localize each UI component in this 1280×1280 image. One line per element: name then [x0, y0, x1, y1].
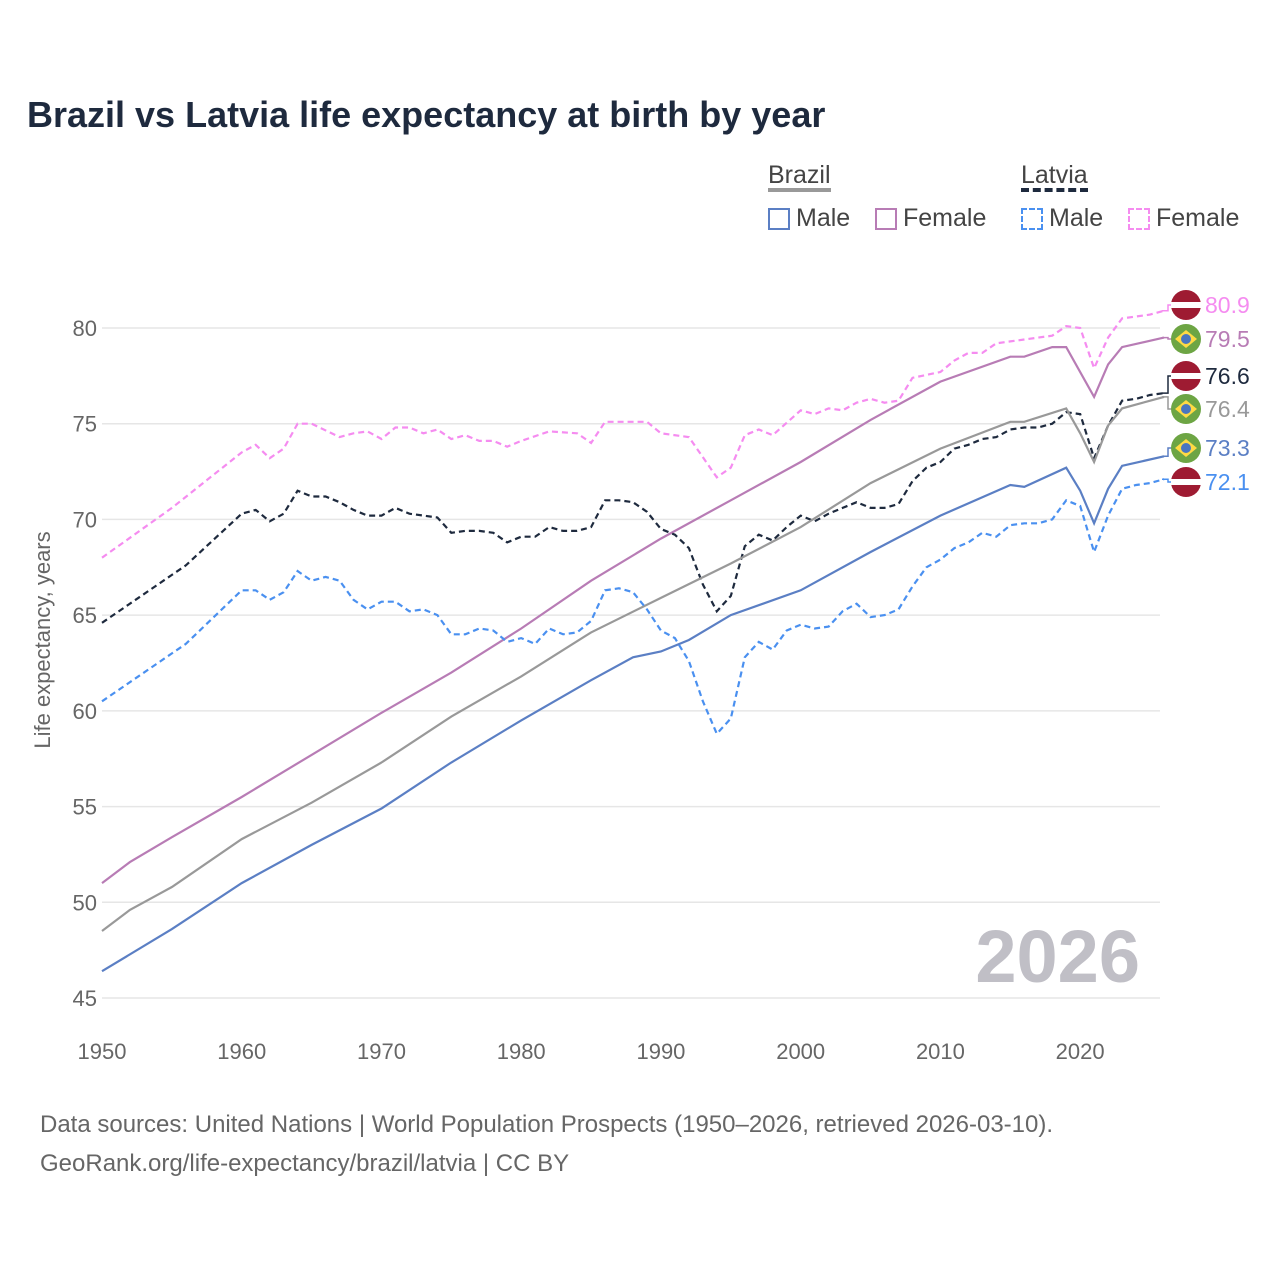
end-value-label: 73.3	[1205, 435, 1250, 461]
brazil-flag-icon	[1171, 394, 1201, 424]
y-tick-label: 65	[73, 603, 97, 628]
end-value-label: 80.9	[1205, 292, 1250, 318]
x-tick-label: 1990	[636, 1039, 685, 1064]
end-value-label: 76.4	[1205, 396, 1250, 422]
legend-swatch	[875, 207, 897, 230]
series-line-latvia-female	[101, 309, 1165, 559]
year-watermark: 2026	[975, 915, 1140, 998]
legend-group-brazil: Brazil	[768, 162, 831, 192]
legend-brazil-female[interactable]: Female	[875, 204, 986, 233]
legend-label: Female	[903, 204, 987, 232]
label-connector	[1162, 396, 1172, 410]
chart-title: Brazil vs Latvia life expectancy at birt…	[27, 94, 826, 135]
legend-latvia-female[interactable]: Female	[1128, 204, 1239, 233]
x-tick-label: 1970	[357, 1039, 406, 1064]
x-tick-label: 2020	[1056, 1039, 1105, 1064]
label-connector	[1162, 447, 1172, 458]
legend-swatch	[1128, 207, 1150, 230]
legend-label: Female	[1156, 204, 1240, 232]
series-line-latvia	[101, 392, 1165, 624]
series-line-brazil-male	[101, 455, 1165, 973]
legend-label: Male	[1049, 204, 1104, 232]
latvia-flag-icon	[1171, 467, 1201, 497]
end-value-label: 79.5	[1205, 326, 1250, 352]
legend-brazil-male[interactable]: Male	[768, 204, 850, 233]
series-line-brazil-female	[101, 336, 1165, 884]
end-value-label: 72.1	[1205, 469, 1250, 495]
footer-link[interactable]: GeoRank.org/life-expectancy/brazil/latvi…	[40, 1150, 570, 1177]
legend-swatch	[1021, 207, 1043, 230]
x-tick-label: 2010	[916, 1039, 965, 1064]
brazil-flag-icon	[1171, 433, 1201, 463]
y-axis-label: Life expectancy, years	[30, 531, 55, 748]
latvia-flag-icon	[1171, 290, 1201, 320]
legend-label: Male	[796, 204, 851, 232]
brazil-flag-icon	[1171, 324, 1201, 354]
legend-latvia-male[interactable]: Male	[1021, 204, 1103, 233]
label-connector	[1162, 336, 1172, 340]
label-connector	[1162, 478, 1172, 483]
y-tick-label: 70	[73, 507, 97, 532]
y-tick-label: 75	[73, 412, 97, 437]
y-tick-label: 50	[73, 890, 97, 915]
series-line-brazil	[101, 395, 1165, 932]
x-tick-label: 1950	[78, 1039, 127, 1064]
label-connector	[1162, 375, 1172, 394]
y-tick-label: 60	[73, 699, 97, 724]
legend-group-latvia: Latvia	[1021, 162, 1088, 192]
label-connector	[1162, 304, 1172, 312]
end-value-label: 76.6	[1205, 363, 1250, 389]
y-tick-label: 80	[73, 316, 97, 341]
footer: Data sources: United Nations | World Pop…	[40, 1105, 1053, 1183]
latvia-flag-icon	[1171, 361, 1201, 391]
series-line-latvia-male	[101, 478, 1165, 736]
y-tick-label: 45	[73, 986, 97, 1011]
x-tick-label: 2000	[776, 1039, 825, 1064]
x-tick-label: 1980	[497, 1039, 546, 1064]
y-tick-label: 55	[73, 795, 97, 820]
x-tick-label: 1960	[217, 1039, 266, 1064]
legend-swatch	[768, 207, 790, 230]
footer-sources: Data sources: United Nations | World Pop…	[40, 1111, 1054, 1138]
